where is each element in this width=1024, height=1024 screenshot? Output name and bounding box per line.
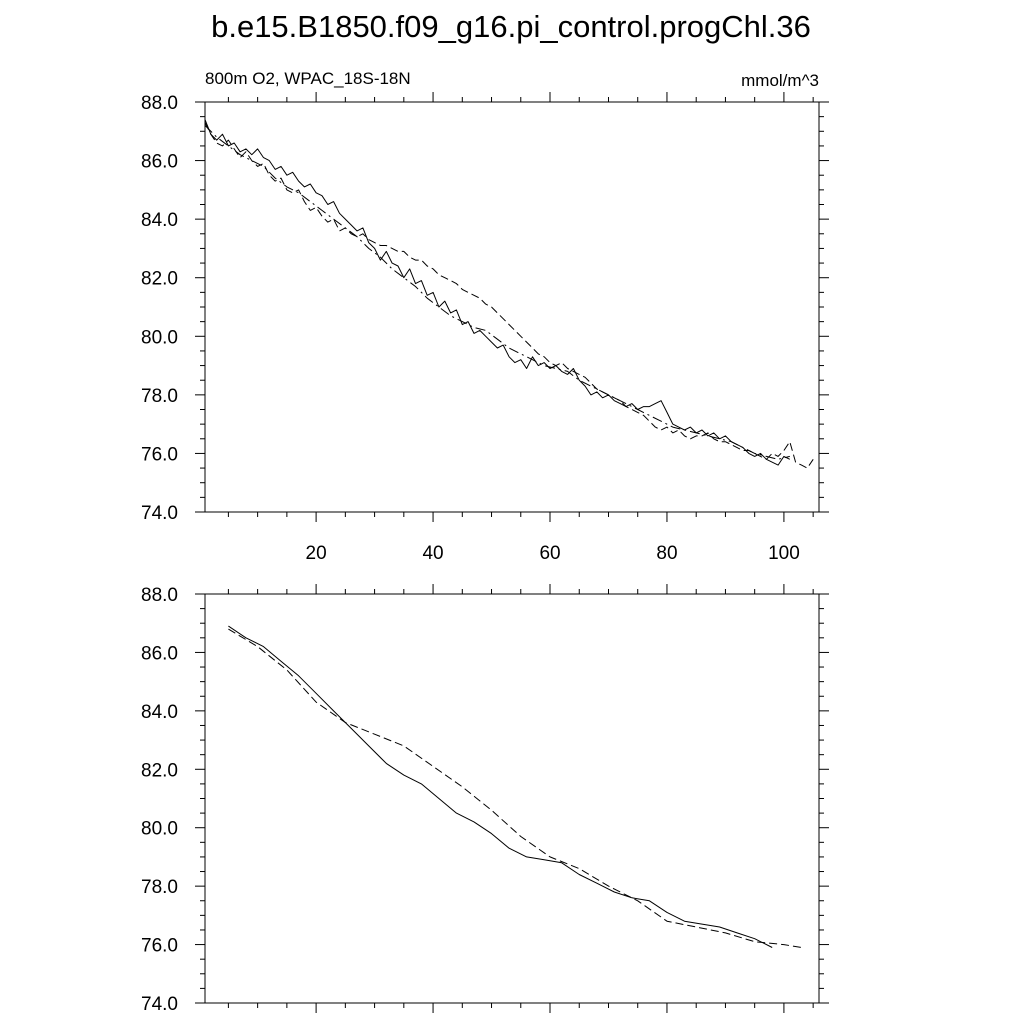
top-x-tick-label: 60 bbox=[539, 543, 560, 564]
bottom-y-tick-label: 82.0 bbox=[141, 760, 178, 781]
top-x-tick-label: 80 bbox=[656, 543, 677, 564]
bottom-y-tick-label: 86.0 bbox=[141, 643, 178, 664]
bottom-y-tick-label: 88.0 bbox=[141, 585, 178, 606]
bottom-series-dashed-line bbox=[228, 628, 802, 948]
top-y-tick-label: 76.0 bbox=[141, 444, 178, 465]
top-y-tick-label: 80.0 bbox=[141, 327, 178, 348]
bottom-plot-frame bbox=[204, 593, 820, 1004]
top-y-tick-label: 86.0 bbox=[141, 152, 178, 173]
top-x-tick-label: 20 bbox=[306, 543, 327, 564]
panel-top-units-label: mmol/m^3 bbox=[741, 71, 819, 90]
bottom-panel: 74.0 76.0 78.0 80.0 82.0 84.0 86.0 88.0 bbox=[141, 584, 829, 1015]
top-x-tick-label: 40 bbox=[422, 543, 443, 564]
top-plot-frame bbox=[204, 101, 820, 513]
top-y-tick-label: 74.0 bbox=[141, 503, 178, 524]
top-series-solid-line bbox=[204, 119, 791, 466]
top-y-tick-label: 82.0 bbox=[141, 269, 178, 290]
bottom-y-tick-label: 84.0 bbox=[141, 702, 178, 723]
top-x-tick-label: 100 bbox=[768, 543, 800, 564]
top-y-tick-label: 84.0 bbox=[141, 210, 178, 231]
bottom-series-solid-line bbox=[228, 625, 773, 948]
top-y-tick-label: 78.0 bbox=[141, 386, 178, 407]
panel-top-left-label: 800m O2, WPAC_18S-18N bbox=[205, 69, 411, 88]
top-y-tick-label: 88.0 bbox=[141, 93, 178, 114]
bottom-y-tick-label: 78.0 bbox=[141, 877, 178, 898]
bottom-y-tick-label: 80.0 bbox=[141, 819, 178, 840]
top-series-dashed-line bbox=[204, 122, 814, 469]
bottom-y-tick-label: 76.0 bbox=[141, 936, 178, 957]
figure-title: b.e15.B1850.f09_g16.pi_control.progChl.3… bbox=[211, 9, 811, 44]
bottom-y-tick-label: 74.0 bbox=[141, 994, 178, 1015]
top-panel: 74.0 76.0 78.0 80.0 82.0 84.0 86.0 88.0 20 40 60 80… bbox=[141, 92, 829, 564]
top-series-dash-dot-line bbox=[204, 125, 790, 460]
